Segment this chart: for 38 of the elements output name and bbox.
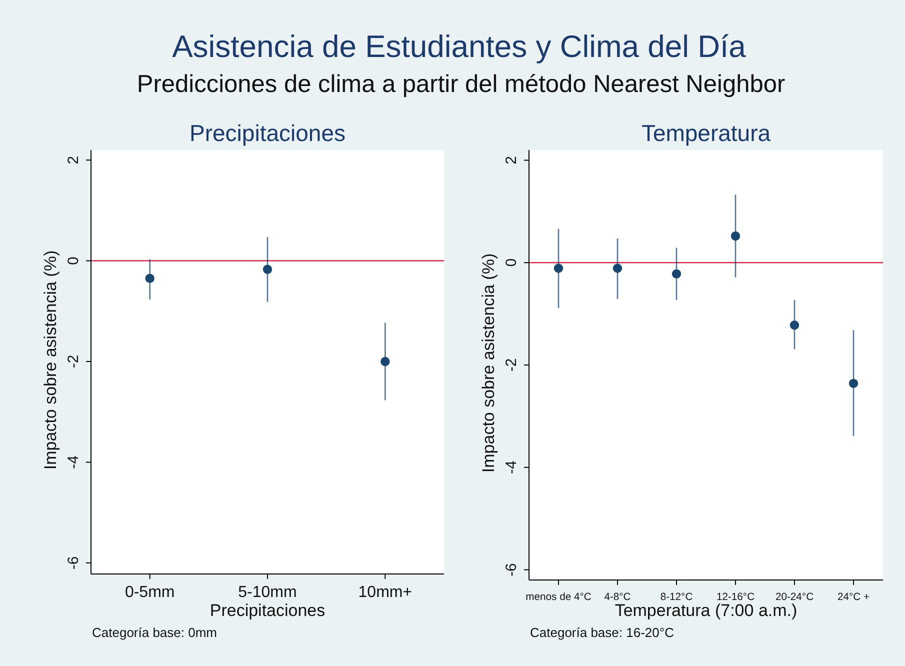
point xyxy=(790,320,800,330)
x-axis-title: Temperatura (7:00 a.m.) xyxy=(614,601,798,620)
text: Categoría base: 0mm xyxy=(92,625,218,640)
x-tick-label: 20-24°C xyxy=(775,592,814,604)
point xyxy=(380,356,390,366)
y-axis-title: Impacto sobre asistencia (%) xyxy=(41,250,60,470)
text: Asistencia de Estudiantes y Clima del Día xyxy=(172,29,747,64)
chart-title: Precipitaciones xyxy=(190,120,346,146)
chart-title: Temperatura xyxy=(641,120,771,146)
y-tick-label: -4 xyxy=(503,460,520,474)
y-tick-label: -2 xyxy=(503,358,520,372)
y-tick-label: 0 xyxy=(503,258,520,267)
text: Categoría base: 16-20°C xyxy=(530,625,674,640)
point xyxy=(672,269,682,278)
x-tick-label: 8-12°C xyxy=(660,592,694,604)
y-tick-label: -4 xyxy=(65,456,82,469)
point xyxy=(612,264,622,273)
x-tick-label: menos de 4°C xyxy=(526,592,592,604)
x-tick-label: 12-16°C xyxy=(716,592,756,604)
x-tick-label: 0-5mm xyxy=(124,584,175,601)
x-tick-label: 10mm+ xyxy=(358,584,412,601)
y-tick-label: -6 xyxy=(65,556,82,570)
x-axis-title: Precipitaciones xyxy=(210,601,326,620)
y-tick-label: -2 xyxy=(65,354,82,368)
point xyxy=(554,264,564,273)
y-axis-title: Impacto sobre asistencia (%) xyxy=(479,253,498,473)
point xyxy=(145,274,154,284)
point xyxy=(848,378,858,388)
y-tick-label: 2 xyxy=(65,156,82,164)
text: Predicciones de clima a partir del método Nearest Neighbor xyxy=(136,71,786,98)
y-tick-label: 0 xyxy=(65,256,82,265)
point xyxy=(262,264,272,274)
x-tick-label: 4-8°C xyxy=(604,592,632,604)
y-tick-label: -6 xyxy=(503,563,520,576)
x-tick-label: 24°C + xyxy=(837,592,870,604)
x-tick-label: 5-10mm xyxy=(238,584,297,601)
y-tick-label: 2 xyxy=(503,156,520,164)
point xyxy=(730,231,740,241)
